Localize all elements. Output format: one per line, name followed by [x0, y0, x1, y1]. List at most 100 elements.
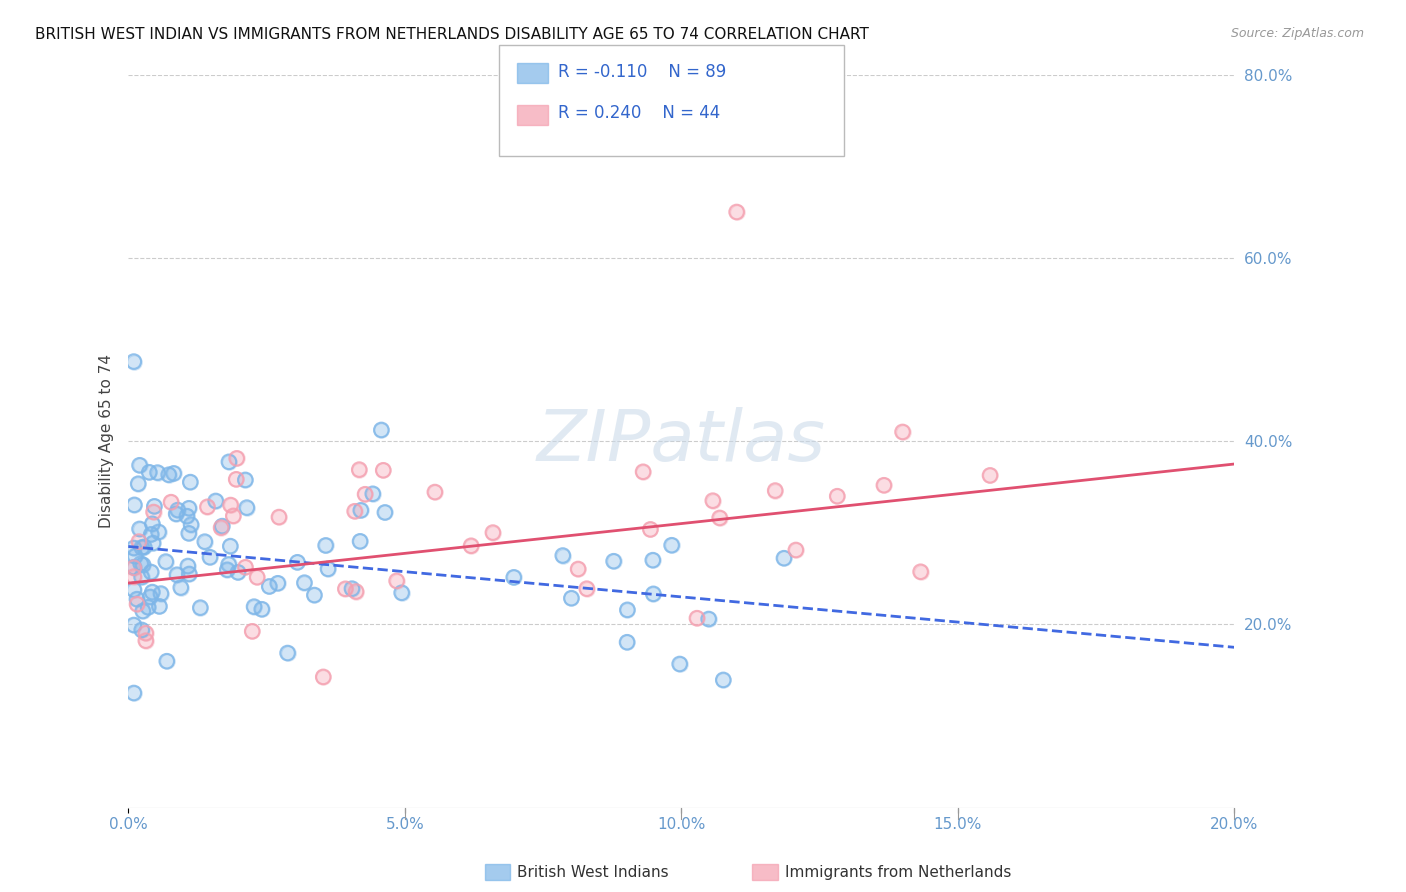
Point	[179, 566, 201, 581]
Point	[209, 520, 232, 534]
Point	[194, 534, 217, 549]
Point	[156, 654, 179, 668]
Point	[423, 485, 446, 500]
Point	[162, 467, 184, 481]
Point	[222, 508, 245, 523]
Point	[373, 463, 395, 477]
Point	[277, 646, 299, 660]
Point	[773, 551, 796, 566]
Point	[482, 525, 505, 540]
Point	[575, 582, 598, 596]
Point	[136, 600, 159, 615]
Point	[304, 588, 326, 602]
Point	[725, 205, 748, 219]
Point	[122, 686, 145, 700]
Point	[686, 611, 709, 625]
Point	[259, 579, 281, 593]
Point	[166, 503, 188, 517]
Point	[891, 425, 914, 439]
Point	[139, 565, 162, 579]
Point	[148, 524, 170, 539]
Point	[602, 554, 624, 568]
Point	[350, 503, 373, 517]
Point	[423, 485, 446, 500]
Point	[132, 558, 155, 572]
Point	[312, 670, 335, 684]
Point	[141, 585, 163, 599]
Point	[502, 570, 524, 584]
Point	[226, 566, 249, 580]
Point	[122, 560, 145, 574]
Point	[697, 612, 720, 626]
Point	[141, 527, 163, 541]
Point	[218, 558, 240, 572]
Point	[374, 506, 396, 520]
Point	[873, 478, 896, 492]
Point	[315, 539, 337, 553]
Point	[129, 557, 152, 571]
Point	[122, 354, 145, 368]
Point	[686, 611, 709, 625]
Point	[354, 487, 377, 501]
Point	[166, 503, 188, 517]
Point	[370, 423, 392, 437]
Point	[188, 600, 211, 615]
Point	[165, 507, 187, 521]
Point	[910, 565, 932, 579]
Y-axis label: Disability Age 65 to 74: Disability Age 65 to 74	[100, 354, 114, 528]
Text: BRITISH WEST INDIAN VS IMMIGRANTS FROM NETHERLANDS DISABILITY AGE 65 TO 74 CORRE: BRITISH WEST INDIAN VS IMMIGRANTS FROM N…	[35, 27, 869, 42]
Point	[211, 519, 233, 533]
Text: R = 0.240    N = 44: R = 0.240 N = 44	[558, 104, 720, 122]
Point	[246, 570, 269, 584]
Point	[702, 493, 724, 508]
Point	[243, 599, 266, 614]
Point	[125, 592, 148, 607]
Point	[267, 510, 290, 524]
Point	[155, 555, 177, 569]
Point	[128, 458, 150, 473]
Point	[567, 562, 589, 576]
Point	[225, 451, 247, 466]
Point	[136, 600, 159, 615]
Point	[132, 558, 155, 572]
Point	[211, 519, 233, 533]
Point	[236, 500, 259, 515]
Point	[127, 476, 149, 491]
Point	[131, 570, 153, 584]
Point	[177, 501, 200, 516]
Point	[194, 534, 217, 549]
Point	[287, 555, 309, 569]
Point	[391, 586, 413, 600]
Point	[551, 549, 574, 563]
Point	[235, 560, 257, 574]
Point	[343, 504, 366, 518]
Point	[219, 539, 242, 553]
Point	[616, 603, 638, 617]
Point	[602, 554, 624, 568]
Point	[370, 423, 392, 437]
Point	[135, 626, 157, 640]
Point	[176, 509, 198, 524]
Point	[128, 522, 150, 536]
Point	[259, 579, 281, 593]
Point	[891, 425, 914, 439]
Point	[217, 563, 239, 577]
Point	[127, 476, 149, 491]
Point	[616, 635, 638, 649]
Point	[166, 567, 188, 582]
Text: R = -0.110    N = 89: R = -0.110 N = 89	[558, 63, 727, 81]
Point	[702, 493, 724, 508]
Point	[661, 538, 683, 552]
Point	[640, 523, 662, 537]
Point	[294, 575, 316, 590]
Point	[250, 602, 273, 616]
Point	[188, 600, 211, 615]
Point	[197, 500, 219, 514]
Point	[277, 646, 299, 660]
Point	[142, 505, 165, 519]
Point	[122, 618, 145, 632]
Point	[122, 582, 145, 597]
Point	[122, 560, 145, 574]
Point	[122, 560, 145, 574]
Point	[641, 553, 664, 567]
